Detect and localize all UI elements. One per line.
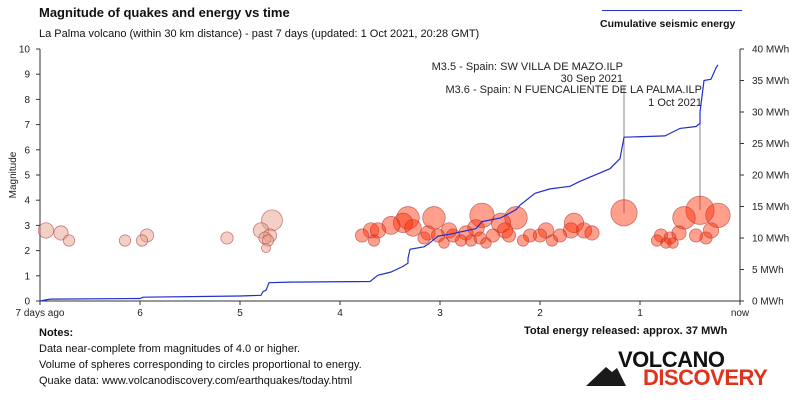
quake-circle — [575, 222, 593, 239]
quake-circle — [37, 222, 55, 239]
quake-circle — [610, 199, 638, 227]
y2-tick-label: 40 MWh — [752, 45, 789, 56]
y2-tick-label: 20 MWh — [752, 171, 789, 182]
annotation-date: 30 Sep 2021 — [561, 73, 623, 85]
y-tick-label: 3 — [24, 221, 30, 232]
chart-title: Magnitude of quakes and energy vs time — [39, 5, 290, 20]
chart-subtitle: La Palma volcano (within 30 km distance)… — [39, 28, 480, 40]
quake-circle — [532, 228, 548, 243]
quake-circle — [480, 237, 492, 249]
quake-circle — [545, 234, 559, 247]
quake-circle — [261, 243, 271, 254]
notes-line: Volume of spheres corresponding to circl… — [39, 359, 362, 371]
y-tick-label: 8 — [24, 95, 30, 106]
cumulative-energy-line — [39, 64, 719, 302]
y-tick-label: 4 — [24, 196, 30, 207]
annotation-label: M3.5 - Spain: SW VILLA DE MAZO.ILP — [432, 61, 623, 73]
x-tick-label: 4 — [337, 308, 343, 319]
quake-circle — [220, 231, 234, 245]
y2-tick-label: 10 MWh — [752, 234, 789, 245]
quake-circle — [354, 228, 370, 243]
quake-circle — [135, 234, 149, 247]
y-tick-label: 5 — [24, 171, 30, 182]
quake-circle — [650, 234, 664, 247]
quake-circle — [672, 206, 696, 230]
annotation-label: M3.6 - Spain: N FUENCALIENTE DE LA PALMA… — [445, 84, 702, 96]
quake-circle — [490, 212, 512, 233]
y-tick-label: 0 — [24, 297, 30, 308]
x-tick-label: 6 — [137, 308, 143, 319]
quake-circle — [562, 222, 580, 239]
x-tick-label: 1 — [637, 308, 643, 319]
x-tick-label: 3 — [437, 308, 443, 319]
y-axis-title: Magnitude — [8, 151, 19, 198]
quake-circle — [464, 234, 478, 247]
y-tick-label: 7 — [24, 120, 30, 131]
quake-circle — [699, 231, 713, 245]
quake-circle — [584, 225, 600, 241]
quake-circle — [445, 228, 461, 243]
quake-circle — [381, 216, 401, 235]
quake-circle — [62, 234, 76, 247]
y-tick-label: 2 — [24, 246, 30, 257]
quake-circle — [522, 228, 538, 243]
quake-circle — [552, 228, 568, 243]
quake-circle — [688, 228, 704, 243]
x-tick-label: 5 — [237, 308, 243, 319]
quake-circle — [501, 228, 517, 243]
logo-text-volcano: VOLCANO — [618, 347, 725, 372]
y2-tick-label: 0 MWh — [752, 297, 784, 308]
quake-circle — [367, 234, 381, 247]
quake-circle — [469, 202, 495, 228]
y2-tick-label: 15 MWh — [752, 202, 789, 213]
quake-circle — [369, 222, 387, 239]
quake-circle — [392, 212, 414, 233]
y2-tick-label: 5 MWh — [752, 265, 784, 276]
y-tick-label: 6 — [24, 145, 30, 156]
quake-circle — [404, 219, 422, 237]
quake-circle — [362, 222, 380, 239]
legend-label: Cumulative seismic energy — [600, 18, 736, 30]
chart-canvas: 0 1 2 3 4 5 6 7 8 9 10 Magnitude 0 MWh 5 MWh 10 MWh 15 … — [8, 45, 789, 320]
annotation-date: 1 Oct 2021 — [648, 97, 702, 109]
y2-tick-label: 25 MWh — [752, 139, 789, 150]
y2-tick-label: 35 MWh — [752, 76, 789, 87]
quake-circle — [438, 237, 450, 249]
quake-circle — [118, 234, 132, 247]
quake-circle — [454, 234, 468, 247]
notes-line: Data near-complete from magnitudes of 4.… — [39, 343, 301, 355]
total-energy: Total energy released: approx. 37 MWh — [524, 325, 728, 337]
logo-text-discovery: DISCOVERY — [643, 365, 768, 390]
y-tick-label: 1 — [24, 271, 30, 282]
quake-circle — [685, 195, 715, 225]
y2-tick-label: 30 MWh — [752, 108, 789, 119]
notes: Notes: Data near-complete from magnitude… — [39, 325, 362, 389]
notes-line: Quake data: www.volcanodiscovery.com/ear… — [39, 375, 353, 387]
quake-circle — [667, 237, 679, 249]
y-tick-label: 10 — [19, 45, 31, 56]
notes-heading: Notes: — [39, 327, 74, 339]
legend: Cumulative seismic energy — [600, 10, 745, 30]
volcano-icon — [586, 367, 626, 386]
quake-circle — [702, 222, 720, 239]
quake-circle — [396, 206, 420, 230]
quake-circle — [516, 234, 530, 247]
x-tick-label: now — [731, 308, 750, 319]
x-tick-label: 2 — [537, 308, 543, 319]
legend-line-swatch — [602, 10, 742, 11]
x-tick-label: 7 days ago — [16, 308, 65, 319]
volcano-discovery-logo[interactable]: VOLCANO DISCOVERY — [586, 347, 768, 392]
quake-circle — [417, 231, 431, 245]
quake-circle — [671, 225, 687, 241]
y-tick-label: 9 — [24, 70, 30, 81]
